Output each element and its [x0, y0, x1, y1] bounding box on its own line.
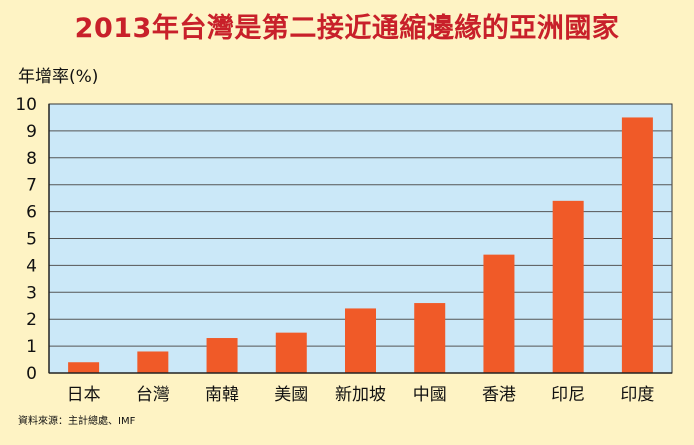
x-tick-label: 日本 [67, 385, 101, 405]
bar-7 [552, 200, 584, 373]
x-tick-label: 台灣 [136, 385, 170, 405]
y-tick-label: 10 [15, 95, 37, 115]
y-axis-label: 年增率(%) [18, 67, 99, 87]
bar-8 [621, 117, 653, 373]
y-tick-label: 9 [26, 122, 37, 142]
bar-2 [206, 338, 238, 373]
x-tick-label: 中國 [413, 385, 447, 405]
chart-title: 2013年台灣是第二接近通縮邊緣的亞洲國家 [74, 13, 620, 44]
bar-6 [483, 254, 515, 373]
bar-0 [68, 362, 100, 373]
x-tick-label: 印尼 [551, 385, 585, 405]
y-tick-label: 5 [26, 230, 37, 250]
bars [68, 117, 653, 373]
source-note: 資料來源：主計總處、IMF [18, 416, 136, 427]
y-tick-label: 4 [26, 256, 37, 276]
y-tick-label: 0 [26, 364, 37, 384]
y-tick-label: 1 [26, 337, 37, 357]
x-tick-label: 南韓 [205, 385, 239, 405]
y-tick-labels: 0 1 2 3 4 5 6 7 8 9 10 [15, 95, 37, 384]
x-tick-label: 美國 [274, 385, 308, 405]
y-tick-label: 2 [26, 310, 37, 330]
bar-1 [137, 351, 169, 373]
y-tick-label: 7 [26, 176, 37, 196]
x-tick-label: 印度 [620, 385, 654, 405]
y-tick-label: 3 [26, 283, 37, 303]
bar-3 [275, 332, 307, 373]
x-tick-label: 新加坡 [335, 385, 386, 405]
y-tick-label: 8 [26, 149, 37, 169]
bar-4 [345, 308, 376, 373]
x-tick-labels: 日本 台灣 南韓 美國 新加坡 中國 香港 印尼 印度 [67, 385, 655, 405]
x-tick-label: 香港 [482, 385, 516, 405]
bar-5 [414, 303, 446, 373]
y-tick-label: 6 [26, 203, 37, 223]
